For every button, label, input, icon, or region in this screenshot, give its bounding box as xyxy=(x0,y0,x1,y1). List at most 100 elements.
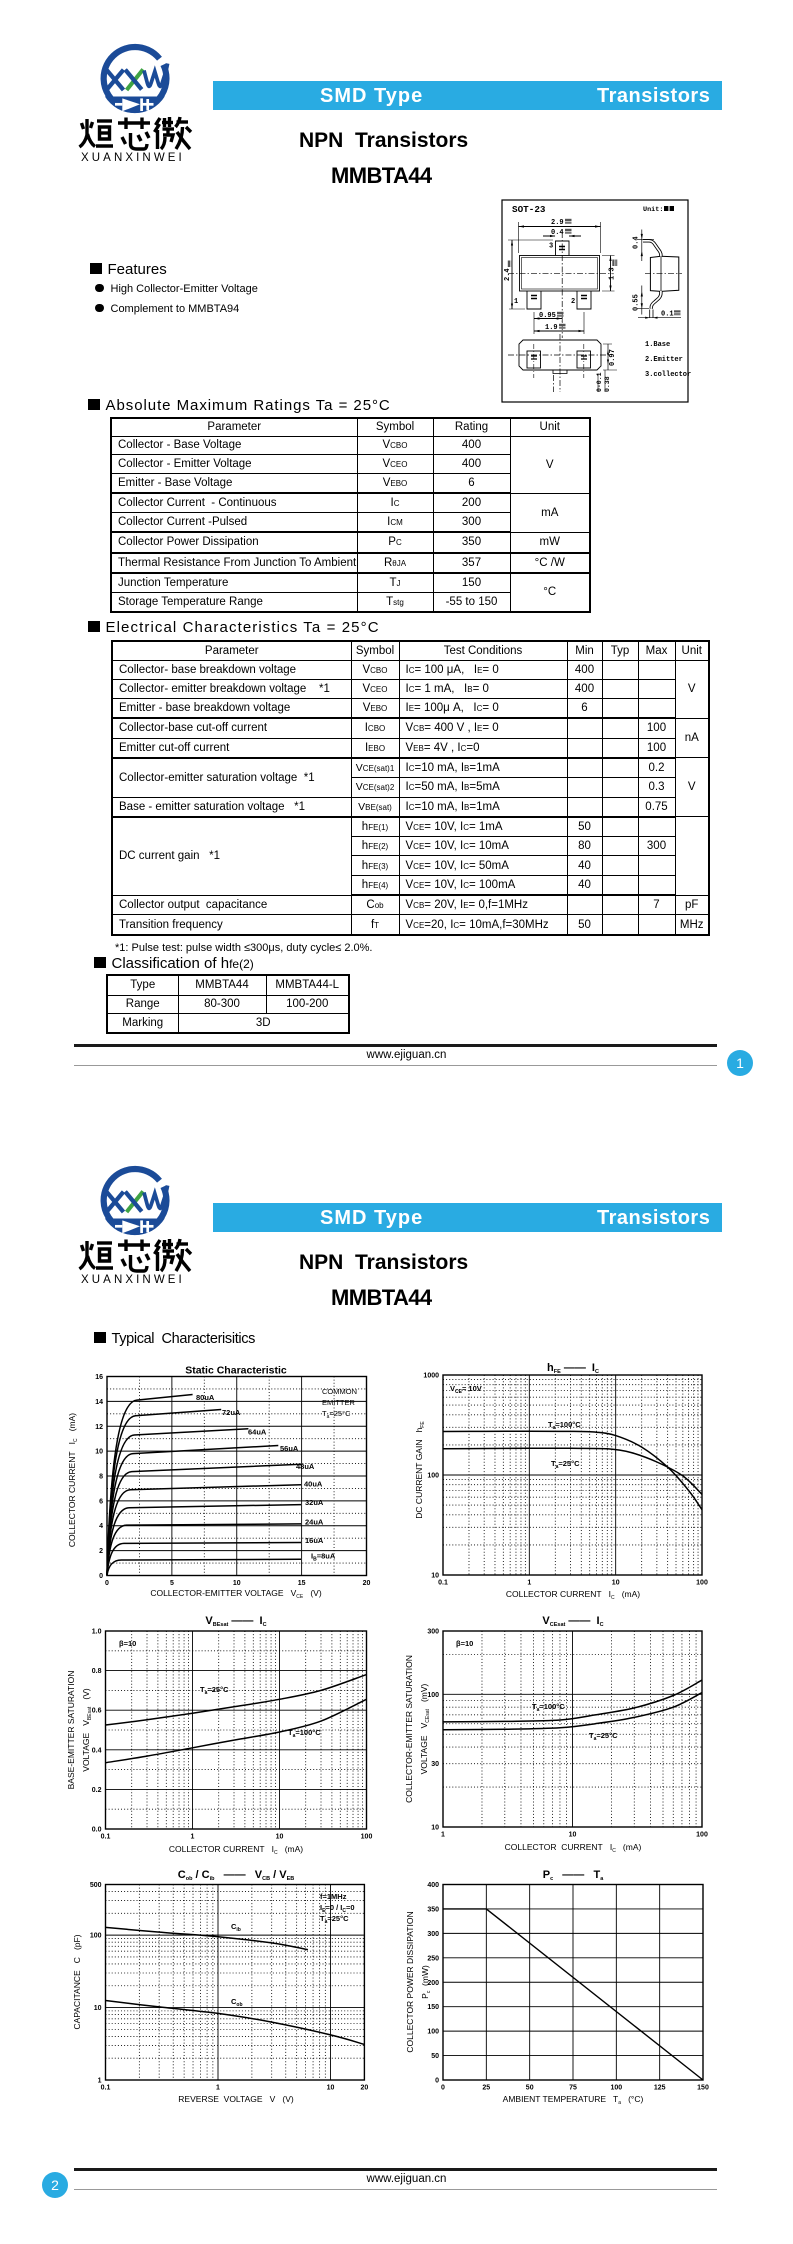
svg-text:5: 5 xyxy=(170,1580,174,1587)
svg-text:VOLTAGE VCEsat (mV): VOLTAGE VCEsat (mV) xyxy=(419,1683,431,1774)
svg-text:1: 1 xyxy=(216,2085,220,2092)
svg-text:β=10: β=10 xyxy=(456,1639,473,1648)
svg-text:IE=0 / IC=0: IE=0 / IC=0 xyxy=(320,1903,355,1914)
svg-text:Ta=25°C: Ta=25°C xyxy=(200,1685,229,1696)
svg-text:0: 0 xyxy=(441,2085,445,2092)
svg-text:1: 1 xyxy=(191,1834,195,1841)
svg-text:0.4: 0.4 xyxy=(551,229,564,237)
svg-text:20: 20 xyxy=(361,2085,369,2092)
svg-text:COLLECTOR-EMITTER VOLTAGE VC: COLLECTOR-EMITTER VOLTAGE VCE (V) xyxy=(150,1588,321,1600)
svg-text:Pc —— Ta: Pc —— Ta xyxy=(543,1869,604,1882)
svg-text:10: 10 xyxy=(94,2005,102,2012)
svg-text:10: 10 xyxy=(95,1449,103,1456)
svg-text:50: 50 xyxy=(431,2053,439,2060)
svg-text:0.1: 0.1 xyxy=(661,311,674,319)
svg-text:10: 10 xyxy=(276,1834,284,1841)
svg-text:1: 1 xyxy=(514,298,518,306)
svg-text:200: 200 xyxy=(427,1980,439,1987)
svg-text:Ta=25°C: Ta=25°C xyxy=(322,1409,351,1420)
svg-text:0: 0 xyxy=(435,2078,439,2085)
svg-text:100: 100 xyxy=(427,2029,439,2036)
svg-text:10: 10 xyxy=(431,1825,439,1832)
svg-text:Ta=25°C: Ta=25°C xyxy=(589,1731,618,1742)
svg-text:15: 15 xyxy=(298,1580,306,1587)
svg-text:100: 100 xyxy=(427,1473,439,1480)
svg-text:100: 100 xyxy=(610,2085,622,2092)
svg-text:COLLECTOR CURRENT IC (mA): COLLECTOR CURRENT IC (mA) xyxy=(505,1842,642,1854)
svg-text:2: 2 xyxy=(99,1548,103,1555)
svg-text:50: 50 xyxy=(526,2085,534,2092)
svg-text:0.6: 0.6 xyxy=(92,1708,102,1715)
svg-text:Ta=25°C: Ta=25°C xyxy=(551,1459,580,1470)
svg-text:30: 30 xyxy=(431,1761,439,1768)
svg-text:3.collector: 3.collector xyxy=(645,371,691,379)
svg-text:0.97: 0.97 xyxy=(609,349,617,366)
svg-text:14: 14 xyxy=(95,1399,103,1406)
svg-text:1: 1 xyxy=(98,2078,102,2085)
svg-text:0.95: 0.95 xyxy=(539,312,556,320)
svg-text:Cib: Cib xyxy=(231,1922,241,1933)
svg-text:75: 75 xyxy=(569,2085,577,2092)
svg-text:10: 10 xyxy=(612,1580,620,1587)
svg-text:0.8: 0.8 xyxy=(92,1668,102,1675)
svg-text:150: 150 xyxy=(697,2085,709,2092)
svg-text:10: 10 xyxy=(233,1580,241,1587)
svg-text:0.1: 0.1 xyxy=(101,2085,111,2092)
svg-text:0.55: 0.55 xyxy=(633,294,641,311)
svg-text:2.Emitter: 2.Emitter xyxy=(645,356,683,364)
svg-text:0: 0 xyxy=(105,1580,109,1587)
svg-text:250: 250 xyxy=(427,1955,439,1962)
svg-text:0-0.1: 0-0.1 xyxy=(596,372,603,392)
svg-text:8: 8 xyxy=(99,1474,103,1481)
svg-text:Static Characteristic: Static Characteristic xyxy=(185,1365,287,1377)
svg-text:COLLECTOR CURRENT IC (mA): COLLECTOR CURRENT IC (mA) xyxy=(169,1844,303,1856)
svg-text:100: 100 xyxy=(361,1834,373,1841)
svg-text:25: 25 xyxy=(482,2085,490,2092)
svg-text:1.0: 1.0 xyxy=(92,1629,102,1636)
svg-text:48uA: 48uA xyxy=(296,1462,315,1471)
svg-text:0.1: 0.1 xyxy=(438,1580,448,1587)
svg-text:500: 500 xyxy=(90,1882,102,1889)
svg-text:0.0: 0.0 xyxy=(92,1827,102,1834)
svg-text:0.38: 0.38 xyxy=(604,376,611,392)
svg-text:DC CURRENT GAIN hFE: DC CURRENT GAIN hFE xyxy=(414,1421,426,1519)
svg-text:2: 2 xyxy=(571,298,575,306)
svg-text:hFE —— IC: hFE —— IC xyxy=(547,1362,599,1375)
svg-text:1000: 1000 xyxy=(423,1373,439,1380)
svg-text:12: 12 xyxy=(95,1424,103,1431)
svg-text:COMMON: COMMON xyxy=(322,1387,357,1396)
svg-text:2.4: 2.4 xyxy=(504,268,512,281)
svg-text:1: 1 xyxy=(441,1832,445,1839)
svg-text:10: 10 xyxy=(431,1573,439,1580)
svg-text:3: 3 xyxy=(549,243,553,251)
svg-text:COLLECTOR-EMITTER SATURATION: COLLECTOR-EMITTER SATURATION xyxy=(404,1655,414,1803)
svg-text:f=1MHz: f=1MHz xyxy=(320,1892,347,1901)
svg-text:2.9: 2.9 xyxy=(551,219,564,227)
svg-text:SOT-23: SOT-23 xyxy=(512,204,546,215)
svg-text:6: 6 xyxy=(99,1498,103,1505)
svg-text:COLLECTOR POWER DISSIPATION: COLLECTOR POWER DISSIPATION xyxy=(405,1911,415,2052)
svg-text:0: 0 xyxy=(99,1573,103,1580)
svg-text:10: 10 xyxy=(327,2085,335,2092)
svg-text:β=10: β=10 xyxy=(119,1639,136,1648)
svg-text:16uA: 16uA xyxy=(305,1536,324,1545)
svg-text:100: 100 xyxy=(427,1692,439,1699)
svg-text:1.Base: 1.Base xyxy=(645,341,670,349)
svg-text:Ta=100°C: Ta=100°C xyxy=(548,1420,581,1431)
svg-text:150: 150 xyxy=(427,2004,439,2011)
svg-text:AMBIENT TEMPERATURE Ta (°C: AMBIENT TEMPERATURE Ta (°C) xyxy=(503,2094,644,2106)
svg-text:COLLECTOR CURRENT IC (mA): COLLECTOR CURRENT IC (mA) xyxy=(506,1589,640,1601)
svg-text:350: 350 xyxy=(427,1906,439,1913)
svg-text:80uA: 80uA xyxy=(196,1393,215,1402)
svg-text:BASE-EMITTER SATURATION: BASE-EMITTER SATURATION xyxy=(66,1671,76,1790)
svg-text:4: 4 xyxy=(99,1523,103,1530)
svg-text:64uA: 64uA xyxy=(248,1427,267,1436)
svg-text:32uA: 32uA xyxy=(305,1498,324,1507)
svg-text:0.2: 0.2 xyxy=(92,1787,102,1794)
svg-text:400: 400 xyxy=(427,1882,439,1889)
svg-text:Ta=100°C: Ta=100°C xyxy=(532,1702,565,1713)
svg-text:CAPACITANCE C (pF): CAPACITANCE C (pF) xyxy=(72,1934,82,2029)
svg-text:125: 125 xyxy=(654,2085,666,2092)
svg-text:0.4: 0.4 xyxy=(633,236,641,249)
svg-text:IB=8uA: IB=8uA xyxy=(311,1552,336,1563)
